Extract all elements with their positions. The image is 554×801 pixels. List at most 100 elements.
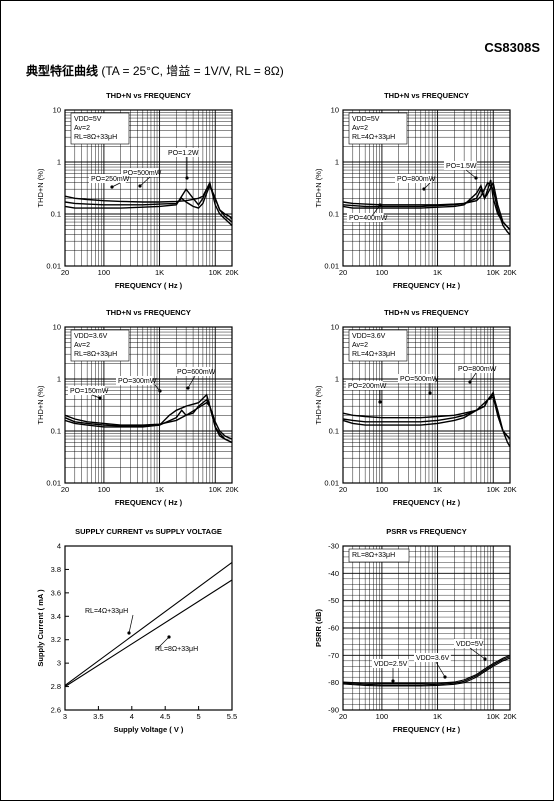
y-tick-label: 0.01 [324,479,339,488]
chart-title: THD+N vs FREQUENCY [384,308,469,317]
y-tick-label: 0.01 [324,262,339,271]
x-axis-label: FREQUENCY ( Hz ) [115,281,183,290]
annotation-leader [465,169,477,179]
plot-frame [64,545,233,711]
conditions-box: VDD=5V Av=2 RL=4Ω+33μH [348,112,408,145]
x-tick-label: 1K [433,268,442,277]
x-tick-label: 10K [487,268,500,277]
x-axis-label: FREQUENCY ( Hz ) [393,725,461,734]
conditions-background [348,112,408,145]
series-annotation: PO=250mW [89,174,130,189]
annotation-background [347,213,384,222]
annotation-label: RL=8Ω+33μH [155,646,198,653]
annotation-leader [128,614,134,634]
series-annotation: PO=800mW [456,364,497,384]
x-tick-label: 4 [130,712,134,721]
x-tick-label: 20 [339,268,347,277]
x-tick-label: 20K [503,485,516,494]
condition-text: RL=8Ω+33μH [74,134,117,141]
x-tick-label: 20K [225,268,238,277]
annotation-background [166,148,199,157]
annotation-background [175,367,212,376]
x-tick-label: 20 [339,485,347,494]
annotation-arrowhead [158,389,162,393]
x-tick-label: 20K [503,268,516,277]
x-tick-label: 10K [487,485,500,494]
annotation-background [454,639,483,648]
condition-text: VDD=3.6V [74,333,108,340]
series-line-3 [342,179,511,231]
condition-text: Av=2 [74,125,90,132]
part-number: CS8308S [484,40,540,55]
series-annotation: PO=300mW [116,376,162,393]
y-tick-label: 1 [57,375,61,384]
series-annotation: PO=600mW [175,367,216,390]
annotation-arrowhead [127,631,131,635]
annotation-arrowhead [443,675,447,679]
annotation-arrowhead [391,679,395,683]
annotation-background [68,386,105,395]
y-tick-label: 0.01 [46,262,61,271]
series-line-3 [342,657,511,687]
annotation-label: VDD=3.6V [416,655,450,662]
annotation-label: VDD=5V [456,641,484,648]
series-annotation: VDD=2.5V [372,659,409,683]
annotation-label: PO=1.2W [168,150,199,157]
section-heading: 典型特征曲线 (TA = 25°C, 增益 = 1V/V, RL = 8Ω) [26,62,284,79]
annotation-leader [187,375,196,389]
y-tick-label: -70 [328,651,339,660]
annotation-background [398,374,435,383]
annotation-background [153,644,198,653]
y-tick-label: 10 [53,323,61,332]
annotation-background [346,381,383,390]
annotation-label: PO=400mW [349,215,388,222]
condition-text: Av=2 [352,342,368,349]
annotation-label: PO=200mW [348,383,387,390]
series-annotation: RL=4Ω+33μH [83,606,134,635]
condition-text: VDD=5V [74,116,102,123]
y-tick-label: 1 [335,158,339,167]
series-line-3 [64,180,233,227]
conditions-box: RL=8Ω+33μH [348,548,410,563]
y-axis-label: THD+N (%) [36,168,45,207]
x-tick-label: 1K [155,485,164,494]
condition-text: VDD=5V [352,116,380,123]
y-tick-label: 10 [331,323,339,332]
chart-title: SUPPLY CURRENT vs SUPPLY VOLTAGE [75,527,222,536]
annotation-arrowhead [98,396,102,400]
x-tick-label: 20K [225,485,238,494]
y-tick-label: 2.8 [51,682,61,691]
annotation-background [456,364,493,373]
series-annotation: PO=400mW [347,203,388,222]
annotation-background [444,161,477,170]
y-tick-label: 10 [53,106,61,115]
x-tick-label: 1K [155,268,164,277]
y-tick-label: 0.1 [51,210,61,219]
conditions-box: VDD=5V Av=2 RL=8Ω+33μH [70,112,130,145]
x-tick-label: 100 [376,485,389,494]
x-tick-label: 5 [197,712,201,721]
annotation-arrowhead [186,386,190,390]
chart-title: THD+N vs FREQUENCY [106,308,191,317]
annotation-arrowhead [468,380,472,384]
annotation-arrowhead [483,657,487,661]
y-tick-label: 3.8 [51,565,61,574]
series-line-2 [64,398,233,440]
annotation-label: RL=4Ω+33μH [85,608,128,615]
chart-title: THD+N vs FREQUENCY [106,91,191,100]
annotation-background [372,659,409,668]
y-axis-label: Supply Current ( mA ) [36,589,45,667]
y-tick-label: 10 [331,106,339,115]
annotation-label: PO=600mW [177,369,216,376]
x-tick-label: 20 [339,712,347,721]
y-tick-label: 2.6 [51,706,61,715]
chart-title: THD+N vs FREQUENCY [384,91,469,100]
series-annotation: VDD=3.6V [414,653,451,679]
y-tick-label: 3 [57,659,61,668]
x-tick-label: 1K [433,712,442,721]
conditions-background [70,329,130,362]
chart-title: PSRR vs FREQUENCY [386,527,466,536]
annotation-label: PO=500mW [400,376,439,383]
chart-psrr: PSRR vs FREQUENCY 20 100 1K 10K 20K -30 -40 -50 -… [314,527,517,734]
series-line-2 [342,395,511,440]
